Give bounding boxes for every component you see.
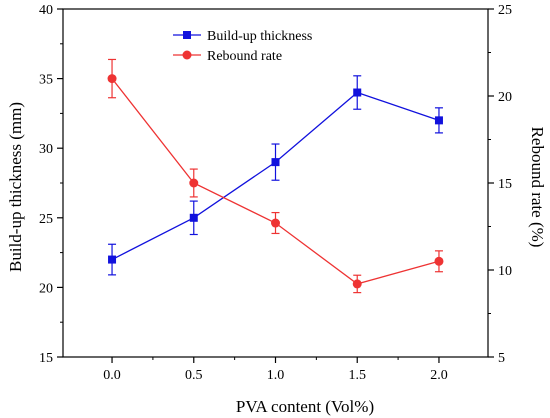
legend-item: Build-up thickness — [173, 29, 312, 44]
y-right-tick-label: 20 — [498, 90, 512, 105]
y-right-tick-label: 25 — [498, 3, 512, 18]
y-left-tick-label: 35 — [39, 73, 53, 88]
y-axis-left: 15 20 25 30 35 40 — [39, 3, 63, 366]
data-point-circle — [189, 178, 199, 188]
legend-item: Rebound rate — [173, 49, 282, 64]
legend-label: Rebound rate — [207, 49, 282, 64]
y-left-tick-label: 30 — [39, 142, 53, 157]
x-tick-label: 0.0 — [103, 368, 121, 383]
data-point-circle — [107, 74, 117, 84]
data-point-square — [353, 88, 362, 97]
legend-marker-square — [183, 31, 191, 39]
data-point-circle — [271, 218, 280, 228]
data-point-circle — [434, 256, 444, 266]
x-axis-title: PVA content (Vol%) — [236, 397, 374, 416]
x-tick-label: 1.5 — [348, 368, 366, 383]
legend: Build-up thickness Rebound rate — [173, 29, 312, 64]
series-layer — [107, 58, 444, 294]
series-build-up-thickness — [108, 75, 443, 276]
data-point-square — [108, 255, 117, 264]
data-point-square — [189, 213, 198, 222]
data-point-square — [434, 116, 443, 125]
x-tick-label: 1.0 — [267, 368, 285, 383]
x-tick-label: 0.5 — [185, 368, 203, 383]
y-left-tick-label: 40 — [39, 3, 53, 18]
y-axis-right-title: Rebound rate (%) — [528, 127, 547, 248]
y-right-tick-label: 15 — [498, 177, 512, 192]
series-line — [111, 78, 440, 285]
data-point-square — [271, 158, 280, 167]
legend-label: Build-up thickness — [207, 29, 312, 44]
series-rebound-rate — [107, 58, 444, 294]
legend-marker-circle — [182, 50, 192, 60]
y-left-tick-label: 15 — [39, 351, 53, 366]
y-axis-right: 5 10 15 20 25 — [488, 3, 512, 366]
x-tick-label: 2.0 — [430, 368, 448, 383]
y-right-tick-label: 5 — [498, 351, 505, 366]
y-axis-left-title: Build-up thickness (mm) — [6, 102, 25, 272]
x-axis: 0.0 0.5 1.0 1.5 2.0 — [103, 357, 448, 383]
data-point-circle — [352, 279, 362, 289]
y-left-tick-label: 25 — [39, 212, 53, 227]
y-right-tick-label: 10 — [498, 264, 512, 279]
y-left-tick-label: 20 — [39, 281, 53, 296]
